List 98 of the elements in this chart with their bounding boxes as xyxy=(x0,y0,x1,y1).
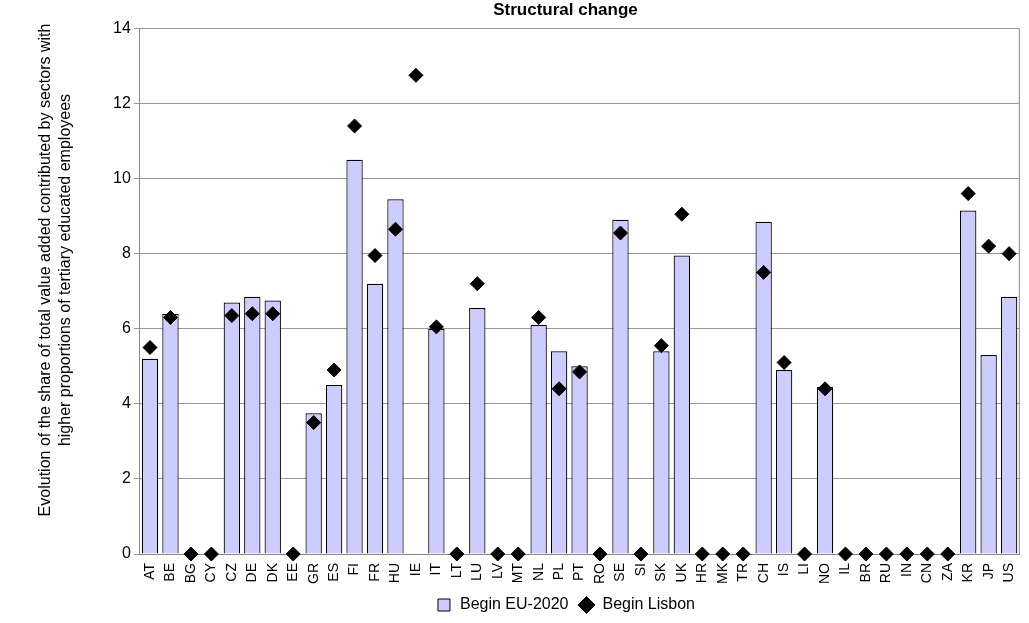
point xyxy=(715,546,731,562)
point xyxy=(265,306,281,322)
x-tick-label: CZ xyxy=(222,562,239,582)
legend-label: Begin Lisbon xyxy=(602,595,696,613)
point xyxy=(162,309,178,325)
point xyxy=(203,546,219,562)
point xyxy=(224,308,240,324)
x-tick-label: KR xyxy=(959,563,976,583)
point xyxy=(633,546,649,562)
x-tick-label: RU xyxy=(877,563,894,584)
x-tick-label: PT xyxy=(570,562,587,581)
x-tick-label: BG xyxy=(181,563,198,584)
x-tick-label: HU xyxy=(386,563,403,584)
point xyxy=(367,248,383,264)
point xyxy=(326,362,342,378)
point xyxy=(694,546,710,562)
y-tick-label: 12 xyxy=(113,93,131,111)
point xyxy=(592,546,608,562)
x-tick-label: DE xyxy=(243,563,260,583)
x-tick-label: UK xyxy=(672,562,689,583)
point xyxy=(653,338,669,354)
point xyxy=(449,546,465,562)
x-tick-label: CH xyxy=(754,563,771,584)
point xyxy=(878,546,894,562)
point xyxy=(837,546,853,562)
y-tick-label: 14 xyxy=(113,18,131,36)
x-tick-label: SE xyxy=(611,563,628,582)
y-tick-label: 2 xyxy=(121,469,131,487)
x-tick-label: HR xyxy=(693,563,710,584)
point xyxy=(551,381,567,397)
x-tick-label: IL xyxy=(836,562,853,575)
x-tick-label: BR xyxy=(856,563,873,583)
x-tick-label: IS xyxy=(774,563,791,577)
point xyxy=(919,546,935,562)
y-tick-label: 8 xyxy=(121,244,131,262)
x-tick-label: IT xyxy=(427,562,444,576)
point xyxy=(1001,246,1017,262)
x-tick-label: MK xyxy=(713,562,730,584)
x-tick-label: US xyxy=(999,563,1016,583)
x-tick-label: ZA xyxy=(938,562,955,581)
point xyxy=(183,546,199,562)
point xyxy=(756,264,772,280)
point xyxy=(797,546,813,562)
x-tick-label: BE xyxy=(161,563,178,582)
x-tick-label: DK xyxy=(263,562,280,583)
x-tick-label: LT xyxy=(447,562,464,579)
x-tick-label: JP xyxy=(979,563,996,580)
x-tick-label: TR xyxy=(734,563,751,582)
y-tick-label: 4 xyxy=(121,394,131,412)
x-tick-label: NO xyxy=(815,562,832,584)
x-tick-label: SK xyxy=(652,562,669,582)
point xyxy=(306,415,322,431)
x-tick-label: ES xyxy=(324,563,341,582)
x-tick-label: LV xyxy=(488,562,505,580)
y-axis-title: Evolution of the share of total value added contributed by sectors with higher proportions of tertiary educated employees xyxy=(35,22,74,519)
point xyxy=(142,340,158,356)
chart-title: Structural change xyxy=(493,0,638,19)
point xyxy=(960,186,976,202)
point xyxy=(408,67,424,83)
point xyxy=(244,306,260,322)
x-tick-label: MT xyxy=(509,562,526,584)
x-tick-label: RO xyxy=(590,562,607,584)
point xyxy=(940,546,956,562)
y-tick-label: 0 xyxy=(121,544,131,562)
x-tick-label: PL xyxy=(549,562,566,581)
x-tick-label: IN xyxy=(897,563,914,577)
point xyxy=(674,206,690,222)
point xyxy=(387,221,403,237)
x-tick-label: EE xyxy=(284,563,301,582)
point xyxy=(531,309,547,325)
y-tick-label: 6 xyxy=(121,319,131,337)
point xyxy=(347,118,363,134)
point xyxy=(817,381,833,397)
x-tick-label: CY xyxy=(202,562,219,583)
x-tick-label: LI xyxy=(795,563,812,575)
point xyxy=(510,546,526,562)
point xyxy=(776,355,792,371)
legend-label: Begin EU-2020 xyxy=(459,595,569,613)
point xyxy=(572,364,588,380)
point xyxy=(858,546,874,562)
x-tick-label: SI xyxy=(631,563,648,577)
x-tick-label: GR xyxy=(304,563,321,584)
x-tick-label: CN xyxy=(918,563,935,584)
point xyxy=(428,319,444,335)
point xyxy=(981,238,997,254)
point xyxy=(469,276,485,292)
x-tick-label: FR xyxy=(365,563,382,582)
x-tick-label: IE xyxy=(406,563,423,577)
point xyxy=(612,225,628,241)
point xyxy=(899,546,915,562)
point xyxy=(285,546,301,562)
point xyxy=(735,546,751,562)
y-tick-label: 10 xyxy=(113,168,131,186)
point xyxy=(490,546,506,562)
x-tick-label: AT xyxy=(140,562,157,580)
x-tick-label: NL xyxy=(529,562,546,581)
x-tick-label: FI xyxy=(345,563,362,576)
x-tick-label: LU xyxy=(468,563,485,581)
